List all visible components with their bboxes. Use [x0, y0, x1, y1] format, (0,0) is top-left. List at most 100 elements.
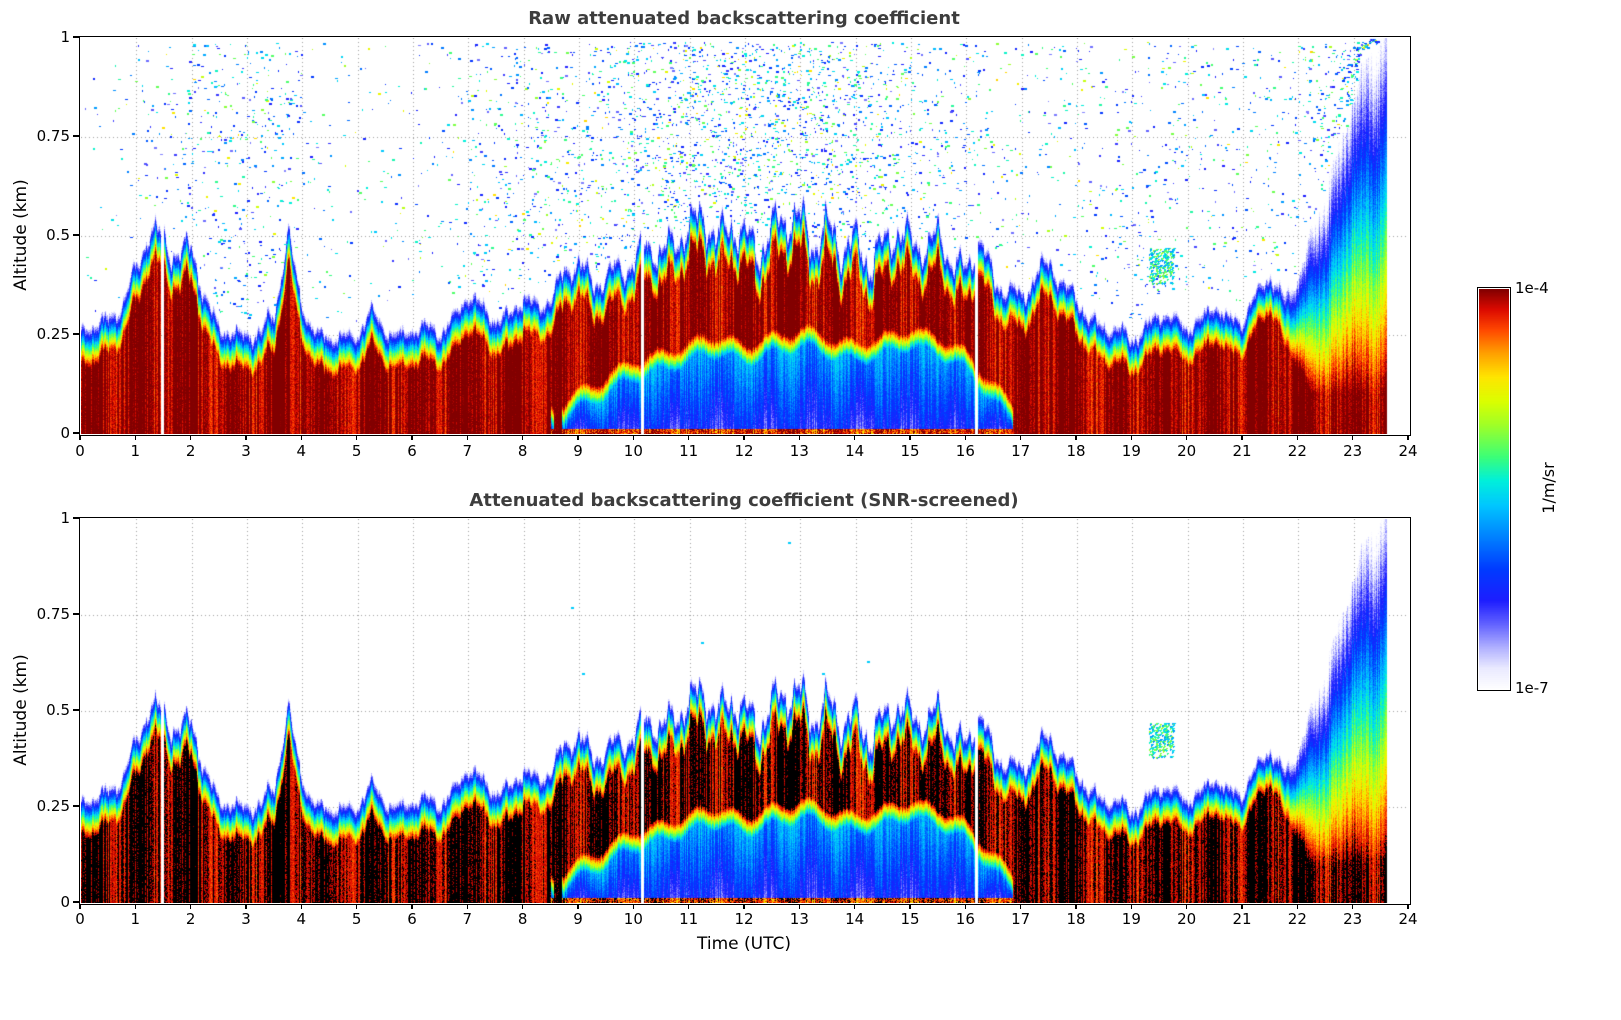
- x-tick-mark: [79, 904, 81, 909]
- x-tick-label: 3: [241, 442, 251, 460]
- x-tick-label: 16: [955, 910, 975, 928]
- x-tick-label: 12: [734, 442, 754, 460]
- x-tick-mark: [1185, 904, 1188, 909]
- x-tick-mark: [1130, 904, 1133, 909]
- y-tick-mark: [73, 901, 79, 903]
- x-tick-label: 15: [900, 910, 920, 928]
- x-tick-label: 8: [517, 910, 528, 928]
- x-tick-mark: [1296, 435, 1299, 440]
- x-tick-mark: [1351, 435, 1354, 440]
- x-tick-mark: [521, 904, 524, 909]
- x-tick-label: 16: [955, 442, 975, 460]
- x-tick-mark: [743, 904, 745, 909]
- y-tick-label: 0.25: [36, 797, 70, 815]
- x-tick-mark: [1185, 435, 1188, 440]
- x-tick-mark: [1075, 904, 1077, 909]
- x-tick-mark: [964, 904, 967, 909]
- x-tick-label: 18: [1066, 910, 1086, 928]
- x-tick-mark: [300, 435, 303, 440]
- x-tick-mark: [798, 435, 801, 440]
- panel1-plot-area: [79, 36, 1411, 436]
- x-tick-label: 17: [1011, 910, 1031, 928]
- y-tick-label: 0.5: [46, 701, 70, 719]
- x-tick-label: 11: [679, 442, 699, 460]
- y-tick-label: 0: [60, 424, 70, 442]
- y-tick-mark: [73, 135, 79, 137]
- x-tick-label: 12: [734, 910, 754, 928]
- x-tick-mark: [355, 904, 358, 909]
- panel1-title: Raw attenuated backscattering coefficien…: [528, 8, 960, 29]
- y-tick-label: 0.75: [36, 605, 70, 623]
- y-tick-mark: [73, 234, 79, 236]
- y-tick-mark: [73, 709, 79, 711]
- x-tick-label: 3: [241, 910, 251, 928]
- x-tick-label: 6: [407, 910, 417, 928]
- x-tick-mark: [1075, 435, 1077, 440]
- x-tick-mark: [1019, 435, 1022, 440]
- y-tick-mark: [73, 36, 79, 38]
- y-tick-label: 0: [60, 893, 70, 911]
- x-tick-mark: [411, 904, 413, 909]
- x-tick-mark: [687, 435, 690, 440]
- x-tick-label: 14: [845, 910, 865, 928]
- x-tick-label: 14: [845, 442, 865, 460]
- x-tick-label: 21: [1232, 442, 1252, 460]
- panel1-heatmap-canvas: [81, 38, 1409, 434]
- x-tick-label: 6: [407, 442, 417, 460]
- x-tick-label: 9: [573, 442, 583, 460]
- x-tick-mark: [1407, 904, 1409, 909]
- x-tick-mark: [964, 435, 967, 440]
- x-tick-label: 5: [351, 442, 362, 460]
- y-tick-label: 0.25: [36, 325, 70, 343]
- x-tick-label: 18: [1066, 442, 1086, 460]
- x-tick-label: 21: [1232, 910, 1252, 928]
- colorbar-min-label: 1e-7: [1515, 679, 1549, 697]
- x-tick-mark: [1019, 904, 1022, 909]
- x-tick-label: 0: [75, 910, 85, 928]
- x-tick-mark: [521, 435, 524, 440]
- x-tick-mark: [577, 904, 579, 909]
- y-tick-mark: [73, 432, 79, 434]
- x-tick-mark: [632, 904, 635, 909]
- x-tick-mark: [411, 435, 413, 440]
- x-tick-label: 22: [1287, 442, 1307, 460]
- x-tick-mark: [853, 435, 856, 440]
- colorbar-canvas: [1479, 289, 1509, 689]
- x-tick-mark: [632, 435, 635, 440]
- colorbar: [1477, 287, 1511, 691]
- x-tick-label: 24: [1398, 910, 1418, 928]
- x-tick-label: 11: [679, 910, 699, 928]
- x-tick-label: 19: [1121, 442, 1141, 460]
- x-tick-label: 13: [789, 910, 809, 928]
- x-tick-label: 5: [351, 910, 362, 928]
- colorbar-max-label: 1e-4: [1515, 279, 1549, 297]
- x-tick-mark: [687, 904, 690, 909]
- x-tick-mark: [743, 435, 745, 440]
- x-tick-mark: [1241, 435, 1243, 440]
- x-tick-label: 0: [75, 442, 85, 460]
- x-axis-label: Time (UTC): [697, 934, 791, 954]
- y-tick-label: 1: [60, 28, 70, 46]
- x-tick-label: 24: [1398, 442, 1418, 460]
- x-tick-mark: [577, 435, 579, 440]
- x-tick-label: 10: [623, 910, 643, 928]
- x-tick-mark: [134, 435, 137, 440]
- x-tick-label: 23: [1343, 910, 1363, 928]
- x-tick-mark: [355, 435, 358, 440]
- y-tick-mark: [73, 805, 79, 807]
- x-tick-label: 1: [130, 910, 141, 928]
- y-tick-label: 1: [60, 509, 70, 527]
- x-tick-mark: [466, 435, 469, 440]
- x-tick-label: 22: [1287, 910, 1307, 928]
- x-tick-mark: [1296, 904, 1299, 909]
- y-tick-mark: [73, 333, 79, 335]
- x-tick-label: 8: [517, 442, 528, 460]
- x-tick-label: 1: [130, 442, 141, 460]
- x-tick-mark: [245, 904, 247, 909]
- x-tick-mark: [189, 435, 192, 440]
- x-tick-label: 2: [185, 442, 196, 460]
- panel2-title: Attenuated backscattering coefficient (S…: [469, 490, 1019, 511]
- x-tick-label: 7: [462, 442, 473, 460]
- x-tick-mark: [853, 904, 856, 909]
- x-tick-label: 20: [1177, 442, 1197, 460]
